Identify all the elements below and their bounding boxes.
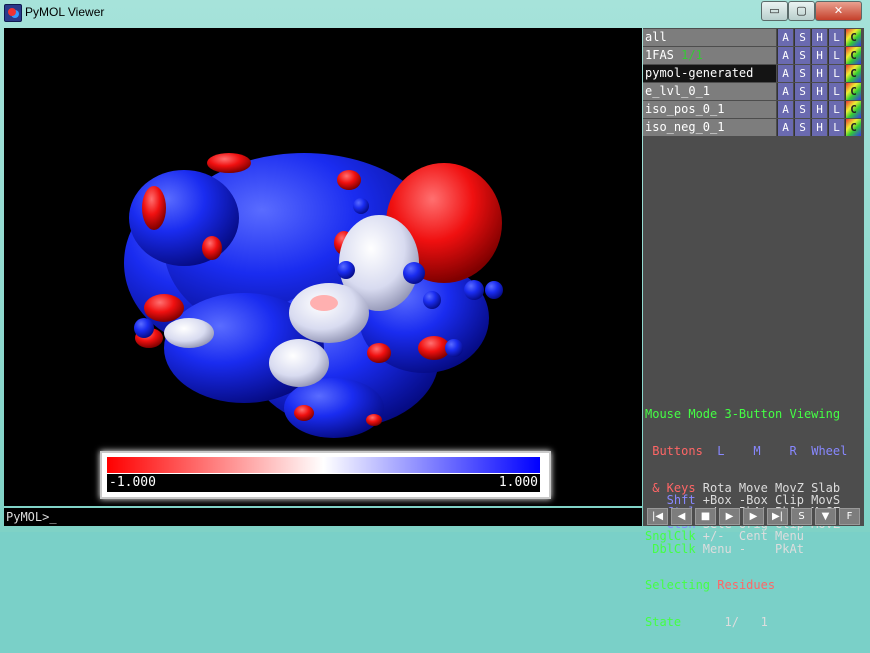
object-action-button[interactable]: A xyxy=(777,29,793,46)
scene-button[interactable]: S xyxy=(791,508,812,525)
object-action-button[interactable]: A xyxy=(777,65,793,82)
colorbar-max-label: 1.000 xyxy=(324,474,540,492)
object-state-label: 1/1 xyxy=(681,48,703,62)
colorbar-min-label: -1.000 xyxy=(107,474,326,492)
object-show-button[interactable]: S xyxy=(794,65,810,82)
step-back-button[interactable]: ◀ xyxy=(671,508,692,525)
pymol-app-icon xyxy=(4,4,22,22)
close-button[interactable]: ✕ xyxy=(815,1,862,21)
binding-m: -Box xyxy=(731,492,768,507)
binding-l: Menu xyxy=(695,541,732,556)
state-line: State 1/ 1 xyxy=(645,614,768,629)
surface-neutral-region xyxy=(164,215,419,387)
molecule-viewport[interactable]: -1.000 1.000 xyxy=(4,28,642,506)
object-color-button[interactable]: C xyxy=(845,101,861,118)
object-hide-button[interactable]: H xyxy=(811,83,827,100)
object-show-button[interactable]: S xyxy=(794,119,810,136)
surface-blue-bumps xyxy=(134,198,503,357)
object-color-button[interactable]: C xyxy=(845,83,861,100)
binding-l: +Box xyxy=(695,492,732,507)
object-row[interactable]: pymol-generated A S H L C xyxy=(643,65,864,82)
object-label-button[interactable]: L xyxy=(828,101,844,118)
binding-key: Shft xyxy=(645,492,696,507)
window-title: PyMOL Viewer xyxy=(25,5,105,19)
object-hide-button[interactable]: H xyxy=(811,29,827,46)
rewind-button[interactable]: |◀ xyxy=(647,508,668,525)
object-show-button[interactable]: S xyxy=(794,83,810,100)
selecting-line: Selecting Residues xyxy=(645,578,776,593)
step-forward-button[interactable]: ▶ xyxy=(743,508,764,525)
object-name-label: iso_pos_0_1 xyxy=(645,102,725,116)
object-name-label: 1FAS xyxy=(645,48,674,62)
binding-w: Slab xyxy=(803,480,841,495)
mouse-binding-row: DblClk Menu - PkAt xyxy=(645,543,864,555)
movie-controls: |◀ ◀ ■ ▶ ▶ ▶| S ▼ F xyxy=(643,508,864,526)
binding-r: PkAt xyxy=(767,541,804,556)
object-row[interactable]: iso_neg_0_1 A S H L C xyxy=(643,119,864,136)
minimize-button[interactable]: ▭ xyxy=(761,1,788,21)
object-color-button[interactable]: C xyxy=(845,65,861,82)
object-action-button[interactable]: A xyxy=(777,101,793,118)
mouse-binding-row: & Keys Rota Move MovZ Slab xyxy=(645,482,864,494)
object-name[interactable]: pymol-generated xyxy=(643,65,776,82)
object-label-button[interactable]: L xyxy=(828,119,844,136)
object-row[interactable]: all A S H L C xyxy=(643,29,864,46)
binding-w xyxy=(804,542,840,556)
binding-m: Move xyxy=(731,480,768,495)
object-name-label: iso_neg_0_1 xyxy=(645,120,725,134)
fullscreen-button[interactable]: F xyxy=(839,508,860,525)
mouse-buttons-header: Buttons L M R Wheel xyxy=(652,444,848,459)
binding-w: MovS xyxy=(803,492,841,507)
object-label-button[interactable]: L xyxy=(828,65,844,82)
object-action-button[interactable]: A xyxy=(777,119,793,136)
object-name[interactable]: iso_pos_0_1 xyxy=(643,101,776,118)
object-label-button[interactable]: L xyxy=(828,29,844,46)
binding-key: & Keys xyxy=(645,480,696,495)
object-color-button[interactable]: C xyxy=(845,119,861,136)
movie-menu-button[interactable]: ▼ xyxy=(815,508,836,525)
object-name[interactable]: all xyxy=(643,29,776,46)
object-hide-button[interactable]: H xyxy=(811,119,827,136)
object-color-button[interactable]: C xyxy=(845,47,861,64)
mouse-mode-line: Mouse Mode 3-Button Viewing xyxy=(645,407,841,422)
object-row[interactable]: iso_pos_0_1 A S H L C xyxy=(643,101,864,118)
title-bar[interactable]: PyMOL Viewer ▭ ▢ ✕ xyxy=(0,0,870,26)
binding-r: MovZ xyxy=(767,480,804,495)
object-name-label: e_lvl_0_1 xyxy=(645,84,711,98)
object-action-button[interactable]: A xyxy=(777,47,793,64)
object-action-button[interactable]: A xyxy=(777,83,793,100)
object-color-button[interactable]: C xyxy=(845,29,861,46)
binding-l: Rota xyxy=(695,480,732,495)
object-name-label: all xyxy=(645,30,667,44)
colorbar-gradient xyxy=(107,457,540,473)
binding-key: DblClk xyxy=(645,541,696,556)
object-show-button[interactable]: S xyxy=(794,101,810,118)
binding-m: - xyxy=(731,541,768,556)
end-button[interactable]: ▶| xyxy=(767,508,788,525)
object-name[interactable]: iso_neg_0_1 xyxy=(643,119,776,136)
object-row[interactable]: 1FAS 1/1 A S H L C xyxy=(643,47,864,64)
colorbar: -1.000 1.000 xyxy=(100,451,551,499)
object-hide-button[interactable]: H xyxy=(811,101,827,118)
pymol-window: PyMOL Viewer ▭ ▢ ✕ xyxy=(0,0,870,628)
object-hide-button[interactable]: H xyxy=(811,65,827,82)
maximize-button[interactable]: ▢ xyxy=(788,1,815,21)
stop-button[interactable]: ■ xyxy=(695,508,716,525)
object-hide-button[interactable]: H xyxy=(811,47,827,64)
object-name[interactable]: 1FAS 1/1 xyxy=(643,47,776,64)
command-line-input[interactable]: PyMOL>_ xyxy=(4,508,642,526)
object-show-button[interactable]: S xyxy=(794,47,810,64)
object-name-label: pymol-generated xyxy=(645,66,754,80)
electrostatic-surface xyxy=(124,153,503,438)
object-label-button[interactable]: L xyxy=(828,47,844,64)
object-row[interactable]: e_lvl_0_1 A S H L C xyxy=(643,83,864,100)
mouse-binding-row: Shft +Box -Box Clip MovS xyxy=(645,494,864,506)
binding-r: Clip xyxy=(767,492,804,507)
object-label-button[interactable]: L xyxy=(828,83,844,100)
object-name[interactable]: e_lvl_0_1 xyxy=(643,83,776,100)
object-show-button[interactable]: S xyxy=(794,29,810,46)
play-button[interactable]: ▶ xyxy=(719,508,740,525)
